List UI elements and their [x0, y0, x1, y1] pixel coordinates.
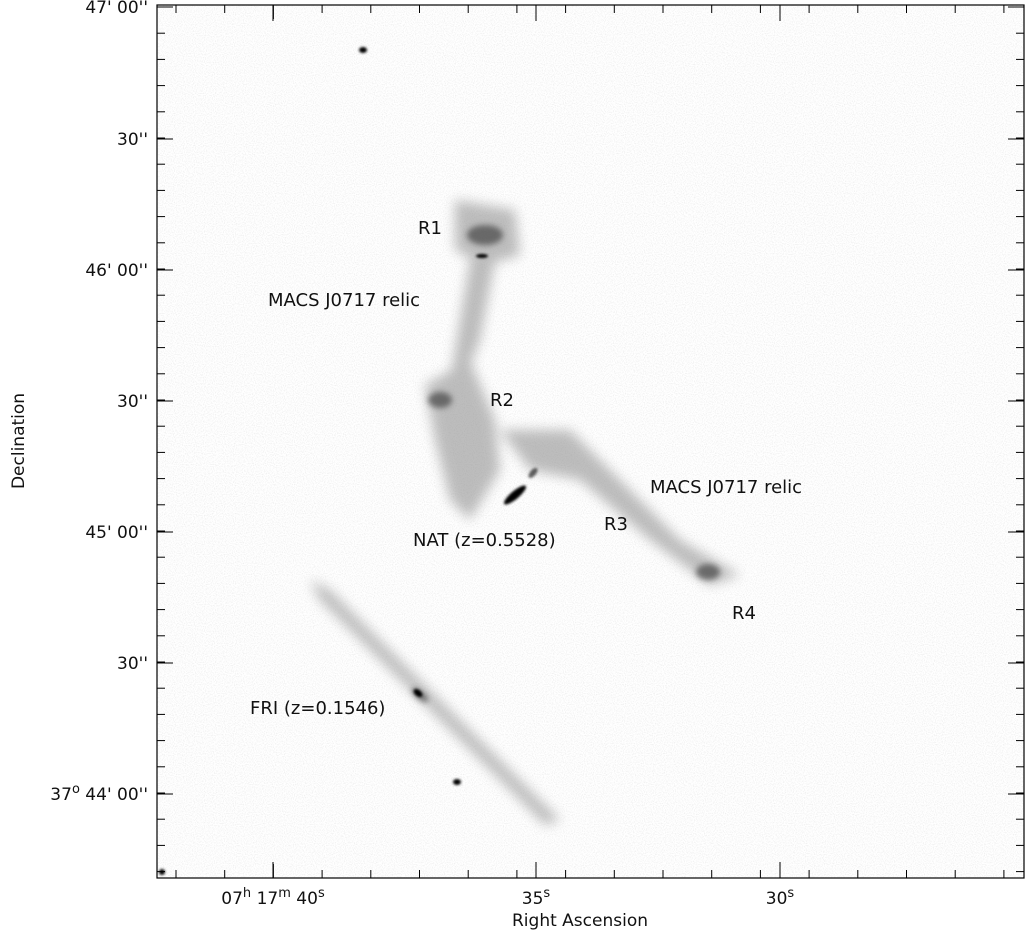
tick-label-part: 30'' [117, 130, 148, 150]
annotation: R2 [490, 390, 514, 411]
tick-label-part: 40 [291, 889, 318, 909]
y-tick-label: 45' 00'' [85, 523, 148, 543]
y-tick-label: 30'' [117, 392, 148, 412]
annotation: R3 [604, 514, 628, 535]
tick-label-part: h [243, 886, 251, 901]
y-tick-label: 46' 00'' [85, 261, 148, 281]
tick-label-part: 30'' [117, 654, 148, 674]
y-tick-label: 47' 00'' [85, 0, 148, 18]
annotation: FRI (z=0.1546) [250, 698, 385, 719]
tick-label-part: m [278, 886, 291, 901]
tick-label-part: 44' 00'' [80, 785, 148, 805]
x-axis-label: Right Ascension [512, 911, 648, 931]
annotation: R1 [418, 218, 442, 239]
tick-label-part: 35 [522, 889, 544, 909]
x-tick-label: 07h 17m 40s [221, 886, 325, 910]
annotation: MACS J0717 relic [650, 477, 802, 498]
annotation: MACS J0717 relic [268, 290, 420, 311]
tick-label-part: o [72, 782, 80, 797]
y-axis-label: Declination [9, 393, 29, 489]
x-tick-label: 30s [766, 886, 795, 910]
annotation: NAT (z=0.5528) [413, 530, 556, 551]
tick-label-part: 37 [50, 785, 72, 805]
tick-label-part: 30 [766, 889, 788, 909]
tick-label-part: 07 [221, 889, 243, 909]
plot-frame [156, 4, 1025, 879]
tick-label-part: 17 [251, 889, 278, 909]
y-tick-label: 30'' [117, 130, 148, 150]
tick-label-part: 45' 00'' [85, 523, 148, 543]
y-tick-label: 30'' [117, 654, 148, 674]
y-tick-label: 37o 44' 00'' [50, 782, 148, 806]
tick-label-part: s [318, 886, 325, 901]
tick-label-part: 46' 00'' [85, 261, 148, 281]
annotation: R4 [732, 603, 756, 624]
sky-image [157, 5, 1024, 878]
tick-label-part: 30'' [117, 392, 148, 412]
tick-marks [157, 5, 1024, 878]
x-tick-label: 35s [522, 886, 551, 910]
tick-label-part: s [543, 886, 550, 901]
tick-label-part: s [787, 886, 794, 901]
tick-label-part: 47' 00'' [85, 0, 148, 18]
